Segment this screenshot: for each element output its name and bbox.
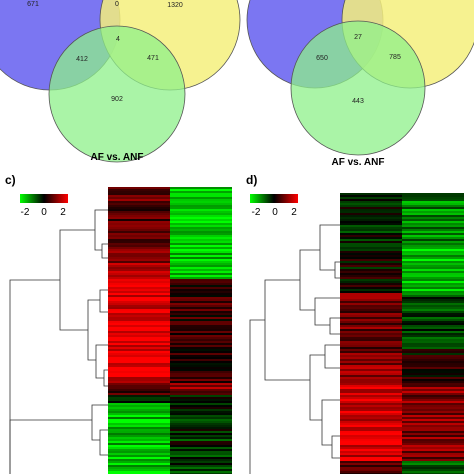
panel-label-c: c) [5, 173, 16, 187]
venn-count-blue-green: 412 [76, 56, 88, 63]
color-scale-legend-c: -2 0 2 [20, 194, 68, 218]
venn-set-green-left [48, 25, 186, 163]
heatmap-c [108, 187, 232, 474]
venn-count-center: 27 [354, 34, 362, 41]
panel-label-d: d) [246, 173, 257, 187]
color-scale-tick: 0 [272, 207, 278, 218]
venn-count-center: 4 [116, 36, 120, 43]
dendrogram-d [249, 224, 340, 474]
venn-diagram-left: 671 0 1320 412 4 471 902 AF vs. ANF [0, 0, 241, 163]
venn-count-green-only: 443 [352, 98, 364, 105]
venn-caption-right: AF vs. ANF [332, 157, 385, 168]
color-scale-tick: 2 [291, 207, 297, 218]
color-scale-legend-d: -2 0 2 [250, 194, 298, 218]
venn-count-yellow-green: 785 [389, 54, 401, 61]
venn-count-yellow-green: 471 [147, 55, 159, 62]
heatmap-panel-d: d) -2 0 2 [246, 173, 464, 474]
heatmap-panel-c: c) -2 0 2 [5, 173, 232, 474]
heatmap-d [340, 193, 464, 474]
venn-set-green-right [290, 20, 426, 156]
color-scale-tick: 0 [41, 207, 47, 218]
venn-caption-left: AF vs. ANF [91, 152, 144, 163]
venn-diagram-right: 27 650 785 443 AF vs. ANF [246, 0, 474, 168]
color-scale-tick: 2 [60, 207, 66, 218]
venn-count-yellow-only: 1320 [167, 2, 183, 9]
venn-count-blue-only: 671 [27, 1, 39, 8]
color-scale-tick: -2 [21, 207, 30, 218]
venn-count-blue-green: 650 [316, 55, 328, 62]
color-scale-tick: -2 [252, 207, 261, 218]
dendrogram-c [9, 209, 108, 474]
venn-count-green-only: 902 [111, 96, 123, 103]
venn-count-blue-yellow: 0 [115, 1, 119, 8]
